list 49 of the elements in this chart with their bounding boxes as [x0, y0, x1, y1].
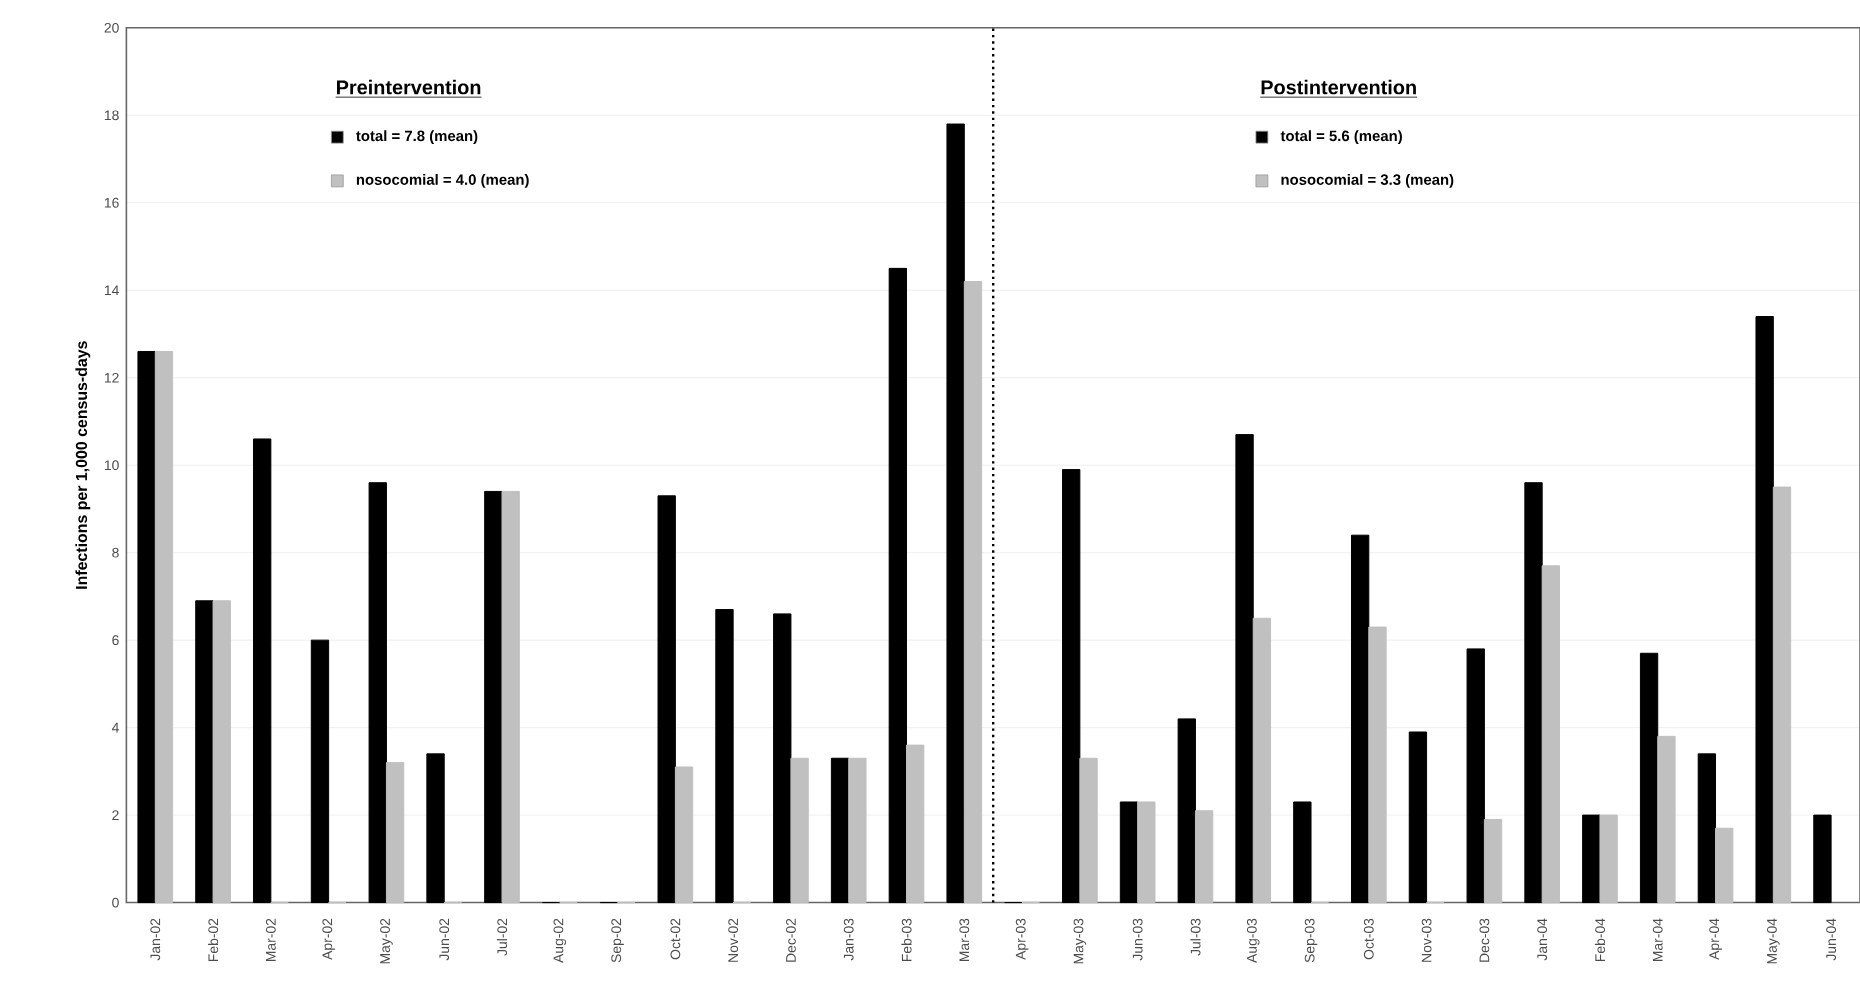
- bar: [946, 123, 965, 904]
- annotation: Postintervention: [1261, 79, 1416, 95]
- bar: [1813, 814, 1832, 904]
- bar: [1194, 810, 1214, 904]
- bar: [657, 495, 676, 904]
- bar: [674, 766, 694, 904]
- bar: [1119, 801, 1139, 904]
- bar: [1252, 617, 1272, 904]
- bar: [137, 350, 156, 904]
- bar: [1137, 801, 1156, 904]
- bar: [790, 757, 809, 904]
- bar: [888, 267, 908, 904]
- bar: [906, 744, 925, 904]
- bar: [253, 438, 272, 904]
- bar: [830, 757, 850, 904]
- bar: [1350, 534, 1370, 904]
- bar: [195, 600, 214, 904]
- bar: [715, 609, 734, 904]
- bar: [310, 639, 330, 904]
- bar: [848, 757, 867, 904]
- bar: [1483, 818, 1503, 904]
- bar: [1599, 814, 1618, 904]
- bar: [484, 490, 503, 904]
- bar: [1541, 565, 1561, 904]
- bar: [154, 350, 174, 904]
- bar: [212, 600, 231, 904]
- bar: [1657, 735, 1676, 904]
- bar: [1524, 482, 1543, 904]
- bar: [1408, 731, 1428, 904]
- bar: [1062, 469, 1081, 904]
- bar: [1639, 652, 1659, 904]
- bar: [1755, 315, 1774, 904]
- bar: [1697, 753, 1717, 904]
- bar: [1368, 626, 1387, 904]
- bar: [385, 762, 405, 904]
- bar: [1177, 718, 1196, 904]
- bar: [1466, 648, 1485, 904]
- bar: [426, 753, 445, 904]
- annotation: Preintervention: [337, 79, 481, 95]
- bar: [501, 490, 520, 904]
- bar: [1293, 801, 1312, 904]
- bar: [773, 613, 792, 904]
- bar: [368, 482, 387, 904]
- bar: [1582, 814, 1601, 904]
- bar: [1715, 827, 1734, 904]
- bar: [1235, 434, 1254, 904]
- bar: [1772, 486, 1792, 904]
- bar: [963, 281, 983, 904]
- bar: [1079, 757, 1098, 904]
